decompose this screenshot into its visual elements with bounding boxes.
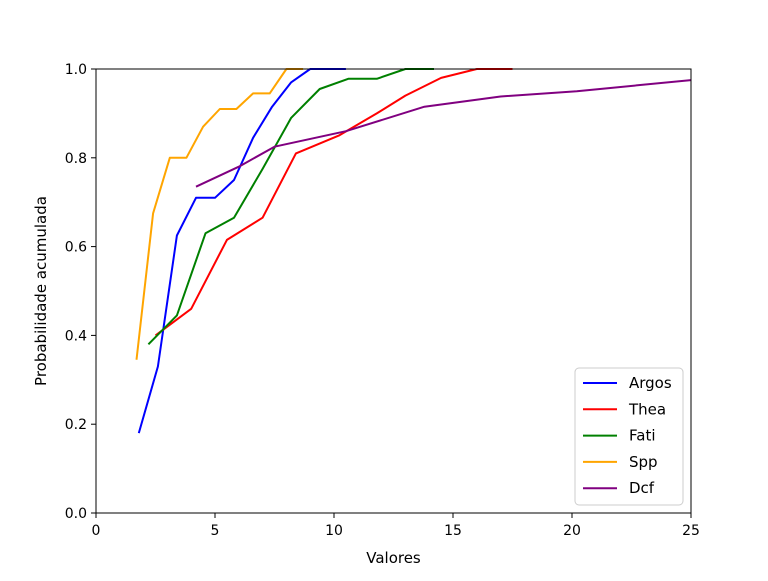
legend-label-argos: Argos [629,374,672,392]
y-tick-label: 0.0 [65,506,87,522]
x-axis-label: Valores [366,549,421,567]
legend-label-spp: Spp [629,453,658,471]
x-axis: 0 5 10 15 20 25 [92,513,700,539]
y-tick-label: 0.6 [65,240,87,256]
x-tick-label: 0 [92,523,101,539]
series-layer [135,68,691,434]
y-axis-label: Probabilidade acumulada [32,196,50,386]
x-tick-label: 10 [325,523,343,539]
legend-label-thea: Thea [628,400,666,418]
legend-box [574,367,684,506]
series-line-fati [147,68,434,346]
x-tick-label: 20 [563,523,581,539]
y-tick-label: 1.0 [65,62,87,78]
y-axis: 0.0 0.2 0.4 0.6 0.8 1.0 [65,62,96,522]
y-tick-label: 0.4 [65,328,87,344]
y-tick-label: 0.8 [65,151,87,167]
axes-frame [95,68,692,514]
y-tick-label: 0.2 [65,417,87,433]
series-line-thea [154,68,513,337]
legend-label-dcf: Dcf [629,479,655,497]
series-line-dcf [195,79,691,188]
series-line-spp [135,68,304,360]
x-tick-label: 5 [211,523,220,539]
x-tick-label: 15 [444,523,462,539]
x-tick-label: 25 [682,523,700,539]
legend: Argos Thea Fati Spp Dcf [574,367,684,506]
series-line-argos [137,68,346,434]
legend-label-fati: Fati [629,427,656,445]
